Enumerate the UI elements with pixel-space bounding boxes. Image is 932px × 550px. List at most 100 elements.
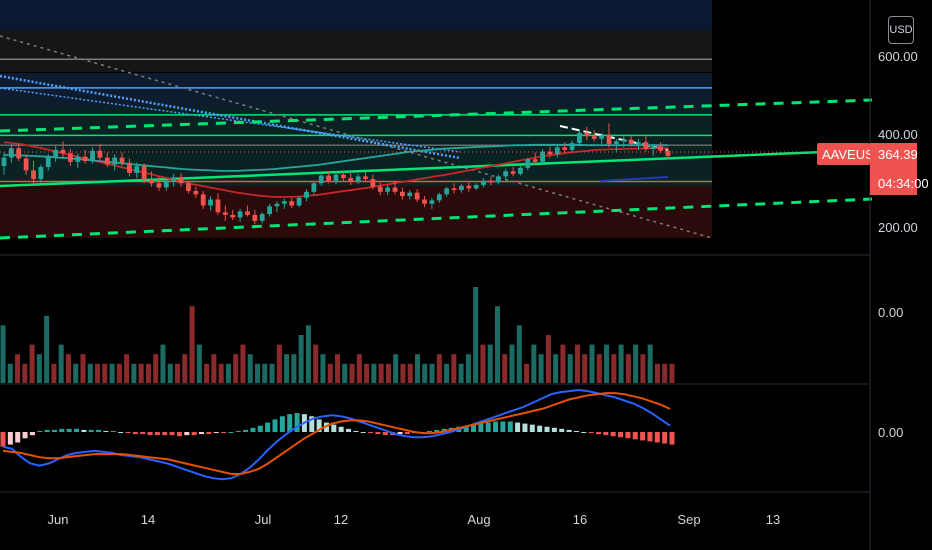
candle-body [8,148,14,158]
blue-support [599,176,669,182]
candle-body [422,199,427,204]
macd-histogram-bar [463,425,469,432]
candle-body [473,184,479,189]
volume-bar [582,354,588,383]
volume-bar [313,344,319,383]
volume-bar [269,363,275,383]
candle-body [532,159,538,162]
macd-histogram-bar [581,432,587,433]
volume-bar [335,354,340,383]
candle-body [90,150,95,162]
volume-tick-zero: 0.00 [878,305,903,320]
macd-histogram-bar [471,424,477,432]
macd-histogram-bar [29,432,35,436]
macd-histogram-bar [397,432,403,435]
macd-histogram-bar [632,432,638,440]
volume-bar [611,354,617,383]
macd-histogram-bar [610,432,616,437]
macd-histogram-bar [22,432,28,439]
macd-histogram-bar [588,432,594,434]
macd-histogram-bar [272,419,278,432]
volume-bar [7,363,13,383]
candle-body [400,191,405,197]
candle-body [230,214,236,218]
candle-body [31,170,36,179]
candle-body [518,167,523,174]
candle-body [1,157,7,167]
candle-body [481,180,486,185]
macd-histogram-bar [66,428,72,432]
volume-bar [553,354,559,383]
zone-blue-band [0,73,712,107]
volume-bar [211,354,217,383]
macd-histogram-bar [573,430,579,432]
candle-body [495,176,501,183]
candle-body [436,194,442,201]
macd-tick-zero: 0.00 [878,425,903,440]
volume-bar [633,344,639,383]
time-tick-aug: Aug [467,512,490,527]
volume-bar [567,354,573,383]
candle-body [289,201,295,206]
zone-upper-dark [0,30,712,72]
volume-bar [407,363,413,383]
candle-body [296,197,302,206]
time-tick-12: 12 [334,512,348,527]
macd-histogram-bar [206,432,212,435]
macd-histogram-bar [595,432,601,435]
macd-histogram-bar [140,432,146,435]
volume-bar [138,363,144,383]
volume-bar [596,354,602,383]
macd-histogram-bar [426,430,432,432]
time-axis[interactable]: Jun 14 Jul 12 Aug 16 Sep 13 [48,512,781,527]
candle-body [222,212,228,215]
time-tick-jun: Jun [48,512,69,527]
volume-bar [494,306,500,383]
volume-bar [473,287,479,383]
currency-button[interactable]: USD [888,16,914,44]
main-pane[interactable] [0,0,873,240]
candle-body [208,199,213,206]
macd-histogram-bar [265,422,271,432]
volume-bar [204,363,210,383]
macd-histogram-bar [654,432,660,443]
candle-body [510,171,516,174]
symbol-price-tag[interactable]: AAVEUSD 364.39 04:34:00 [817,143,929,195]
volume-bar [349,363,355,383]
volume-bar [465,354,471,383]
volume-pane [0,287,675,383]
candle-body [163,180,169,188]
macd-histogram-bar [279,416,285,432]
time-tick-jul: Jul [255,512,272,527]
candle-body [363,176,368,179]
volume-bar [189,306,195,383]
candle-body [193,190,199,195]
macd-histogram-bar [103,430,109,432]
trendlines [0,35,873,240]
macd-histogram-bar [551,427,557,432]
macd-histogram-bar [640,432,646,441]
candle-body [45,156,51,168]
macd-histogram-bar [110,430,116,432]
volume-bar [247,354,253,383]
volume-bar [647,344,653,383]
candle-body [171,177,177,181]
volume-bar [131,363,137,383]
volume-bar [255,363,261,383]
macd-histogram-bar [323,422,329,432]
macd-histogram-bar [346,428,352,432]
macd-histogram-bar [176,432,182,437]
candle-body [621,139,627,142]
last-price-bg [870,143,917,195]
macd-histogram-bar [0,432,6,447]
volume-bar [414,354,420,383]
candle-body [38,167,44,179]
price-axis[interactable]: 600.00 400.00 200.00 0.00 0.00 [878,49,918,440]
volume-bar [262,363,268,383]
candle-body [392,187,398,192]
macd-histogram-bar [132,432,138,435]
main-trendline [0,148,873,188]
candle-body [156,183,162,188]
volume-bar [436,354,442,383]
